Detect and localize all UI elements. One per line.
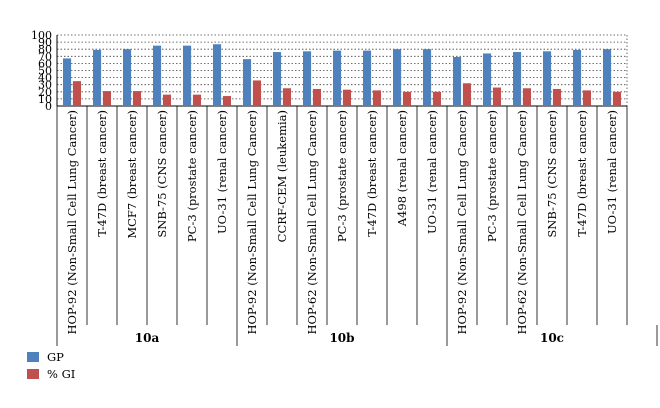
bar-gp bbox=[363, 50, 372, 106]
y-tick-label: 60 bbox=[38, 57, 52, 70]
x-tick-label: CCRF-CEM (leukemia) bbox=[275, 110, 289, 242]
bar-gp bbox=[513, 52, 522, 106]
bar--gi bbox=[462, 83, 471, 106]
gridlines bbox=[57, 34, 628, 106]
x-tick-label: PC-3 (prostate cancer) bbox=[185, 110, 199, 242]
bar--gi bbox=[432, 91, 441, 106]
category-labels: HOP-92 (Non-Small Cell Lung Cancer) T-47D… bbox=[65, 110, 619, 335]
bar-gp bbox=[543, 51, 552, 106]
bars bbox=[63, 44, 621, 106]
x-tick-label: SNB-75 (CNS cancer) bbox=[545, 110, 559, 238]
bar--gi bbox=[342, 89, 351, 106]
y-tick-label: 20 bbox=[38, 86, 52, 99]
y-tick-label: 30 bbox=[38, 79, 52, 92]
bar--gi bbox=[312, 88, 321, 106]
bar--gi bbox=[72, 81, 81, 106]
bar-gp bbox=[93, 49, 102, 106]
y-tick-label: 0 bbox=[45, 100, 52, 113]
bar--gi bbox=[282, 88, 291, 106]
bar-gp bbox=[423, 49, 432, 106]
bar-gp bbox=[63, 58, 72, 106]
y-tick-label: 80 bbox=[38, 43, 52, 56]
x-tick-label: T-47D (breast cancer) bbox=[575, 110, 589, 237]
group-label: 10b bbox=[329, 331, 354, 345]
bar--gi bbox=[132, 91, 141, 106]
bar--gi bbox=[162, 94, 171, 106]
legend-label: GP bbox=[47, 350, 64, 364]
x-tick-label: HOP-92 (Non-Small Cell Lung Cancer) bbox=[245, 110, 259, 335]
bar-gp bbox=[153, 45, 162, 106]
bar--gi bbox=[252, 80, 261, 106]
bar-gp bbox=[573, 49, 582, 106]
bar-gp bbox=[273, 52, 282, 106]
bar--gi bbox=[612, 91, 621, 106]
bar-gp bbox=[213, 44, 222, 106]
bar--gi bbox=[492, 87, 501, 106]
x-tick-label: T-47D (breast cancer) bbox=[95, 110, 109, 237]
group-label: 10c bbox=[540, 331, 564, 345]
bar--gi bbox=[372, 90, 381, 106]
bar-gp bbox=[243, 59, 252, 106]
bar-gp bbox=[393, 49, 402, 106]
group-labels: 10a 10b 10c bbox=[135, 331, 564, 345]
bar-gp bbox=[333, 50, 342, 106]
y-tick-label: 50 bbox=[38, 65, 52, 78]
x-tick-label: MCF7 (breast cancer) bbox=[125, 110, 139, 239]
x-tick-label: HOP-62 (Non-Small Cell Lung Cancer) bbox=[305, 110, 319, 335]
bar-gp bbox=[483, 53, 492, 106]
x-tick-label: A498 (renal cancer) bbox=[395, 110, 409, 227]
legend-swatch bbox=[27, 352, 39, 362]
legend: GP % GI bbox=[27, 350, 75, 381]
x-tick-label: UO-31 (renal cancer) bbox=[215, 110, 229, 234]
x-tick-label: HOP-62 (Non-Small Cell Lung Cancer) bbox=[515, 110, 529, 335]
bar--gi bbox=[192, 94, 201, 106]
bar--gi bbox=[222, 96, 231, 106]
bar-gp bbox=[453, 57, 462, 106]
group-label: 10a bbox=[135, 331, 160, 345]
x-tick-label: PC-3 (prostate cancer) bbox=[485, 110, 499, 242]
bar-gp bbox=[303, 51, 312, 106]
x-tick-label: HOP-92 (Non-Small Cell Lung Cancer) bbox=[65, 110, 79, 335]
bar--gi bbox=[522, 88, 531, 106]
legend-swatch bbox=[27, 369, 39, 379]
y-tick-label: 100 bbox=[31, 29, 52, 42]
bar-gp bbox=[183, 45, 192, 106]
y-tick-label: 10 bbox=[38, 93, 52, 106]
bar--gi bbox=[102, 91, 111, 106]
y-tick-label: 90 bbox=[38, 36, 52, 49]
bar--gi bbox=[552, 88, 561, 106]
x-tick-label: T-47D (breast cancer) bbox=[365, 110, 379, 237]
y-tick-label: 40 bbox=[38, 72, 52, 85]
legend-label: % GI bbox=[47, 367, 75, 381]
x-tick-label: UO-31 (renal cancer) bbox=[605, 110, 619, 234]
y-tick-label: 70 bbox=[38, 50, 52, 63]
x-tick-label: PC-3 (prostate cancer) bbox=[335, 110, 349, 242]
x-tick-label: HOP-92 (Non-Small Cell Lung Cancer) bbox=[455, 110, 469, 335]
bar--gi bbox=[582, 90, 591, 106]
x-tick-label: SNB-75 (CNS cancer) bbox=[155, 110, 169, 238]
x-tick-label: UO-31 (renal cancer) bbox=[425, 110, 439, 234]
bar--gi bbox=[402, 91, 411, 106]
bar-gp bbox=[603, 49, 612, 106]
bar-gp bbox=[123, 49, 132, 106]
